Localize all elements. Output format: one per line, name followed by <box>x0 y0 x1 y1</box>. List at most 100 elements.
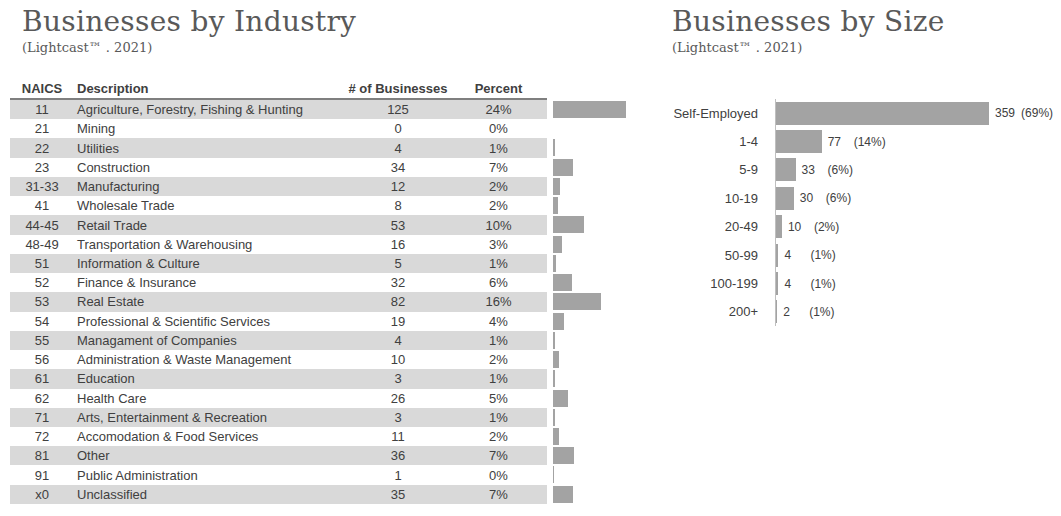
industry-bar <box>553 274 572 291</box>
size-bar-area: 77(14%) <box>775 127 1061 155</box>
size-bar <box>776 300 777 323</box>
size-value-label: 359 <box>995 106 1015 120</box>
size-bar-area: 30 (6%) <box>775 184 1061 212</box>
size-category-label: 1-4 <box>672 134 758 149</box>
cell-num: 0 <box>346 121 450 136</box>
cell-naics: 31-33 <box>10 179 74 194</box>
table-row: 62Health Care265% <box>10 389 547 408</box>
size-chart-row: 200+2(1%) <box>672 298 1061 326</box>
cell-num: 35 <box>346 487 450 502</box>
size-value-label: 10 <box>788 220 808 234</box>
cell-pct: 5% <box>450 391 547 406</box>
industry-table-header: NAICS Description # of Businesses Percen… <box>10 78 547 100</box>
cell-num: 19 <box>346 314 450 329</box>
size-percent-label: (1%) <box>810 277 835 291</box>
cell-naics: 91 <box>10 468 74 483</box>
cell-naics: 61 <box>10 371 74 386</box>
size-bar-area: 33(6%) <box>775 156 1061 184</box>
cell-desc: Public Administration <box>74 468 346 483</box>
cell-num: 32 <box>346 275 450 290</box>
table-row: 21Mining00% <box>10 119 547 138</box>
size-bar <box>776 187 794 210</box>
cell-pct: 7% <box>450 160 547 175</box>
cell-num: 53 <box>346 218 450 233</box>
cell-pct: 7% <box>450 448 547 463</box>
cell-num: 16 <box>346 237 450 252</box>
cell-desc: Managament of Companies <box>74 333 346 348</box>
cell-desc: Wholesale Trade <box>74 198 346 213</box>
cell-pct: 1% <box>450 371 547 386</box>
industry-table-body: 11Agriculture, Forestry, Fishing & Hunti… <box>10 100 650 504</box>
industry-bar <box>553 101 626 118</box>
size-category-label: 20-49 <box>672 219 758 234</box>
industry-bar <box>553 139 555 156</box>
industry-panel-header: Businesses by Industry (Lightcast™ . 202… <box>22 6 356 55</box>
industry-bar <box>553 313 564 330</box>
table-row: 23Construction347% <box>10 158 547 177</box>
size-category-label: 50-99 <box>672 248 758 263</box>
cell-num: 1 <box>346 468 450 483</box>
cell-naics: 55 <box>10 333 74 348</box>
size-category-label: Self-Employed <box>672 106 758 121</box>
cell-pct: 1% <box>450 141 547 156</box>
industry-title: Businesses by Industry <box>22 6 356 38</box>
cell-desc: Unclassified <box>74 487 346 502</box>
size-bar <box>776 215 782 238</box>
size-bar <box>776 102 989 125</box>
cell-naics: 51 <box>10 256 74 271</box>
col-header-percent: Percent <box>450 81 547 96</box>
cell-desc: Accomodation & Food Services <box>74 429 346 444</box>
cell-naics: 52 <box>10 275 74 290</box>
cell-num: 82 <box>346 294 450 309</box>
size-bar <box>776 130 822 153</box>
cell-naics: 44-45 <box>10 218 74 233</box>
cell-pct: 16% <box>450 294 547 309</box>
size-bar-area: 4(1%) <box>775 241 1061 269</box>
cell-desc: Real Estate <box>74 294 346 309</box>
size-percent-label: (1%) <box>809 305 834 319</box>
industry-bar <box>553 255 556 272</box>
table-row: 51Information & Culture51% <box>10 254 547 273</box>
size-value-label: 30 <box>800 191 820 205</box>
table-row: 72Accomodation & Food Services112% <box>10 427 547 446</box>
size-value-label: 77 <box>828 135 848 149</box>
col-header-naics: NAICS <box>10 81 74 96</box>
cell-num: 12 <box>346 179 450 194</box>
size-bar <box>776 244 778 267</box>
table-row: 91Public Administration10% <box>10 465 547 484</box>
table-row: 71Arts, Entertainment & Recreation31% <box>10 408 547 427</box>
col-header-description: Description <box>74 81 346 96</box>
size-bar <box>776 158 796 181</box>
table-row: 48-49Transportation & Warehousing163% <box>10 235 547 254</box>
cell-desc: Information & Culture <box>74 256 346 271</box>
size-percent-label: (6%) <box>826 191 851 205</box>
industry-table: NAICS Description # of Businesses Percen… <box>10 78 650 504</box>
size-percent-label: (2%) <box>814 220 839 234</box>
table-row: 31-33Manufacturing122% <box>10 177 547 196</box>
cell-naics: 81 <box>10 448 74 463</box>
table-row: 56Administration & Waste Management102% <box>10 350 547 369</box>
cell-pct: 2% <box>450 198 547 213</box>
industry-bar <box>553 447 574 464</box>
report-canvas: Businesses by Industry (Lightcast™ . 202… <box>0 0 1061 516</box>
size-chart-row: 100-1994(1%) <box>672 269 1061 297</box>
cell-pct: 2% <box>450 352 547 367</box>
cell-desc: Other <box>74 448 346 463</box>
cell-naics: 41 <box>10 198 74 213</box>
size-bar-area: 10 (2%) <box>775 213 1061 241</box>
table-row: 41Wholesale Trade82% <box>10 196 547 215</box>
table-row: x0Unclassified357% <box>10 485 547 504</box>
cell-naics: 71 <box>10 410 74 425</box>
cell-pct: 7% <box>450 487 547 502</box>
size-subtitle: (Lightcast™ . 2021) <box>672 40 945 55</box>
cell-pct: 24% <box>450 102 547 117</box>
size-category-label: 10-19 <box>672 191 758 206</box>
cell-pct: 10% <box>450 218 547 233</box>
industry-bar <box>553 409 555 426</box>
size-chart: Self-Employed359(69%)1-477(14%)5-933(6%)… <box>672 99 1061 326</box>
cell-naics: 54 <box>10 314 74 329</box>
table-row: 11Agriculture, Forestry, Fishing & Hunti… <box>10 100 547 119</box>
cell-desc: Education <box>74 371 346 386</box>
cell-num: 34 <box>346 160 450 175</box>
cell-desc: Utilities <box>74 141 346 156</box>
